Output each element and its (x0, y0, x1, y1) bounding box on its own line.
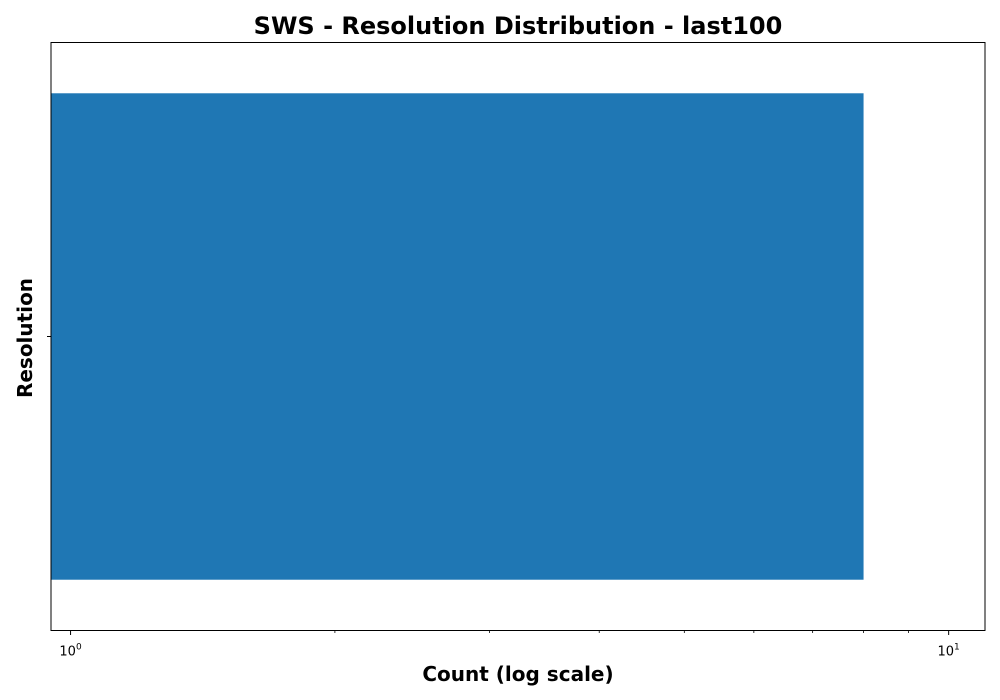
x-axis-ticks: 100 101 (59, 630, 960, 660)
y-axis-label: Resolution (13, 278, 37, 398)
x-tick-label: 100 (59, 643, 82, 660)
chart-title: SWS - Resolution Distribution - last100 (254, 12, 783, 40)
x-tick-label: 101 (938, 643, 960, 660)
plot-area (51, 93, 864, 580)
x-axis-label: Count (log scale) (422, 662, 613, 686)
bar (51, 93, 864, 580)
